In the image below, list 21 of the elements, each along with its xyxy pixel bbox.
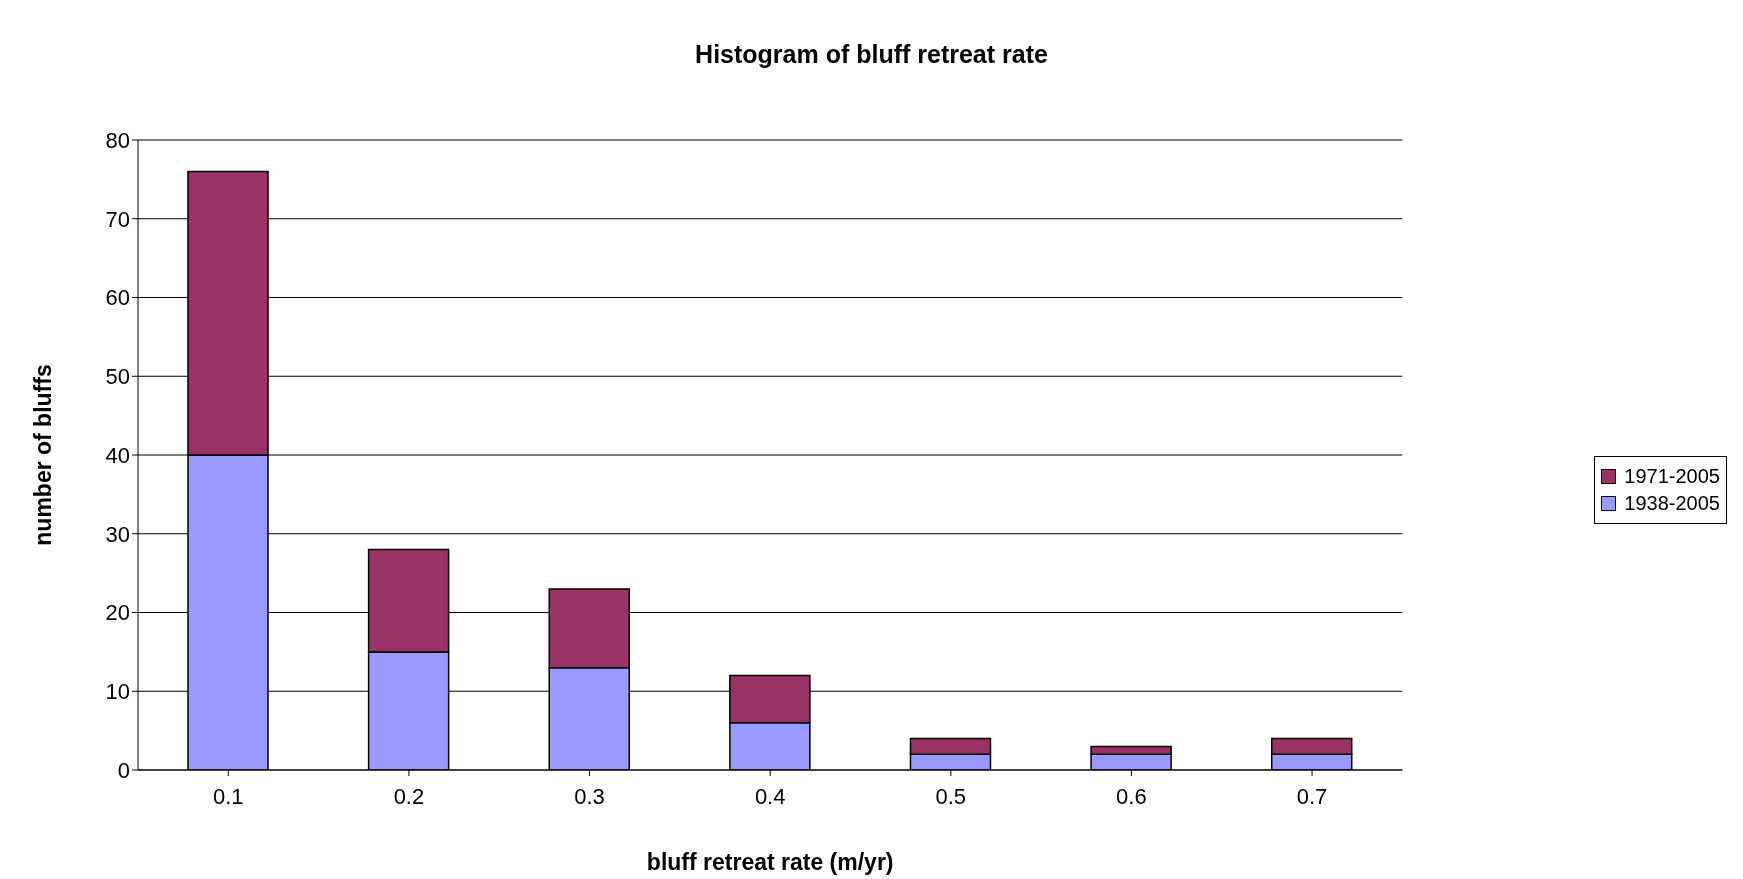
legend-label: 1938-2005 [1624,492,1720,515]
y-tick-label: 10 [105,679,130,705]
y-tick-label: 60 [105,285,130,311]
y-axis-title: number of bluffs [30,364,57,546]
x-tick-label: 0.7 [1296,783,1328,809]
y-tick-label: 30 [105,521,130,547]
y-tick-label: 70 [105,206,130,232]
legend-label: 1971-2005 [1624,465,1720,488]
x-tick-label: 0.4 [754,783,786,809]
x-tick-label: 0.5 [935,783,967,809]
x-tick-label: 0.1 [213,783,244,809]
x-tick-label: 0.6 [1116,783,1147,809]
y-tick-label: 20 [105,600,130,626]
x-axis-title: bluff retreat rate (m/yr) [646,849,894,875]
y-tick-label: 0 [117,757,130,783]
y-tick-label: 50 [105,364,130,390]
x-tick-label: 0.2 [393,783,425,809]
chart-title: Histogram of bluff retreat rate [694,39,1049,70]
y-tick-label: 80 [105,127,130,153]
x-tick-label: 0.3 [574,783,605,809]
y-tick-label: 40 [105,442,130,468]
